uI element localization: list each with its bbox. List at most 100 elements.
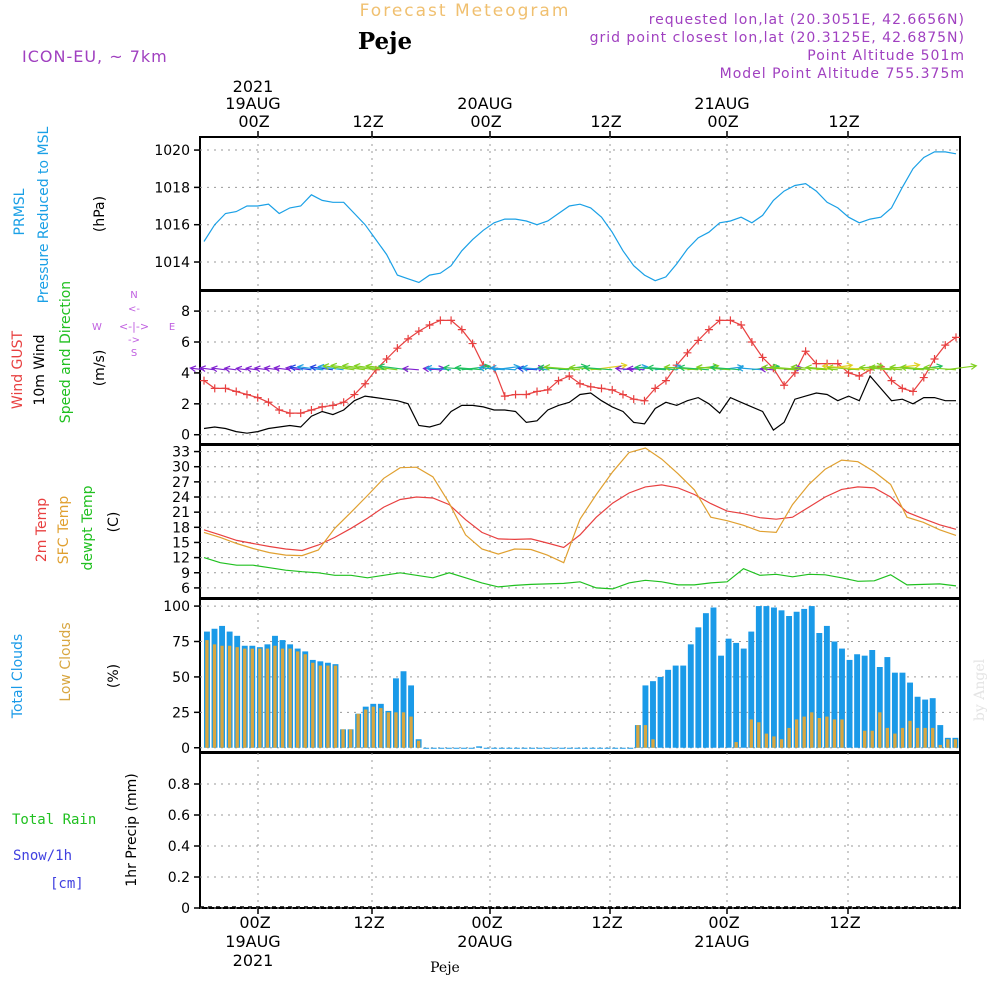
wind-arrow-head	[970, 363, 978, 370]
total-cloud-bar	[763, 606, 770, 748]
gust-point	[350, 390, 359, 399]
bottom-date-label: 19AUG	[225, 932, 280, 951]
low-cloud-bar	[651, 739, 655, 748]
low-cloud-bar	[764, 733, 769, 748]
low-cloud-bar	[779, 739, 784, 748]
gust-point	[651, 384, 660, 393]
gust-point	[533, 387, 542, 396]
wind-arrow	[679, 366, 709, 371]
low-cloud-bar	[953, 739, 958, 748]
gust-point	[554, 376, 563, 385]
temp-ytick-label: 9	[181, 566, 190, 582]
wind-arrow-head	[678, 364, 686, 372]
total-cloud-bar	[483, 747, 490, 749]
wind-arrow	[615, 367, 634, 371]
model-label: ICON-EU, ~ 7km	[22, 47, 168, 66]
gust-point	[565, 372, 574, 380]
sfc-temp-label: SFC Temp	[56, 496, 72, 565]
total-cloud-bar	[665, 669, 672, 748]
direction-label: Speed and Direction	[58, 281, 74, 423]
gust-point	[683, 348, 692, 357]
svg-text:->: ->	[128, 335, 140, 346]
pressure-ytick-label: 1018	[154, 180, 190, 196]
gust-point	[307, 406, 316, 414]
total-cloud-bar	[513, 747, 520, 749]
total-cloud-bar	[619, 747, 626, 749]
wind-arrow	[455, 367, 484, 371]
total-cloud-bar	[657, 676, 664, 748]
low-cloud-bar	[908, 720, 912, 748]
temp-ytick-label: 12	[172, 551, 190, 567]
point-altitude: Point Altitude 501m	[807, 48, 965, 64]
wind-arrow	[647, 366, 677, 371]
rain-label: Total Rain	[12, 812, 96, 828]
gust-point	[930, 355, 939, 363]
gust-point	[780, 381, 789, 390]
wind-arrow-head	[543, 364, 551, 371]
total-cloud-bar	[597, 747, 604, 749]
wind-arrow	[403, 367, 419, 371]
gust-point	[296, 409, 305, 418]
gust-point	[393, 344, 402, 353]
compass-w: W	[92, 322, 102, 333]
wind-arrow-head	[223, 365, 231, 373]
low-cloud-bar	[212, 644, 217, 748]
total-cloud-bar	[650, 681, 656, 748]
temp-ytick-label: 33	[172, 445, 190, 461]
compass-icon: N S W E <-|-> <- ->	[92, 290, 175, 359]
total-cloud-bar	[937, 725, 944, 748]
wind-arrow	[627, 367, 645, 371]
total-cloud-bar	[566, 747, 573, 749]
gust-point	[522, 390, 531, 399]
low-cloud-bar	[205, 640, 209, 748]
total-cloud-bar	[559, 747, 566, 749]
total-cloud-bar	[476, 746, 483, 748]
total-cloud-bar	[672, 665, 679, 748]
wind-arrow	[806, 366, 838, 371]
low-cloud-bar	[303, 654, 307, 748]
low-cloud-bar	[348, 729, 353, 748]
wind-arrow	[246, 367, 258, 371]
gust-point	[242, 390, 251, 399]
wind-arrow	[924, 366, 957, 371]
gust-point	[339, 398, 348, 407]
total-cloud-bar	[461, 747, 467, 749]
total-cloud-bar	[778, 610, 785, 748]
requested-coords: requested lon,lat (20.3051E, 42.6656N)	[649, 12, 965, 28]
low-cloud-bar	[356, 713, 360, 748]
wind-arrow	[869, 366, 903, 371]
compass-e: E	[169, 322, 175, 333]
wind-ytick-label: 8	[181, 304, 190, 320]
gust-point	[833, 359, 842, 368]
bottom-time-label: 12Z	[353, 913, 384, 932]
low-cloud-bar	[409, 716, 413, 748]
wind-arrow	[791, 366, 828, 371]
temp-ytick-label: 30	[172, 460, 190, 476]
precip-ytick-label: 0.6	[168, 808, 190, 824]
low-cloud-bar	[386, 712, 391, 748]
total-cloud-bar	[529, 747, 535, 749]
total-cloud-bar	[786, 616, 793, 748]
precip-ytick-label: 0.8	[168, 777, 190, 793]
gust-point	[457, 325, 466, 334]
total-cloud-bar	[718, 655, 724, 748]
low-cloud-bar	[250, 648, 254, 748]
wind-arrow-head	[353, 362, 361, 370]
precip-unit: 1hr Precip (mm)	[124, 773, 140, 886]
wind-arrow	[354, 365, 387, 371]
pressure-labels: PRMSL Pressure Reduced to MSL (hPa)	[12, 126, 108, 303]
wind-arrow	[890, 366, 924, 371]
wind-arrow	[538, 366, 570, 371]
low-cloud-bar	[900, 727, 905, 748]
wind-arrow-head	[583, 364, 591, 372]
gust-point	[887, 376, 896, 385]
wind-label: 10m Wind	[32, 334, 48, 405]
gust-point	[790, 368, 799, 377]
wind-arrow	[318, 365, 344, 371]
gust-point	[694, 336, 703, 345]
gust-point	[425, 321, 434, 329]
top-time-label: 12Z	[590, 112, 621, 131]
wind-arrow	[859, 366, 892, 371]
pressure-ytick-label: 1016	[154, 218, 190, 234]
